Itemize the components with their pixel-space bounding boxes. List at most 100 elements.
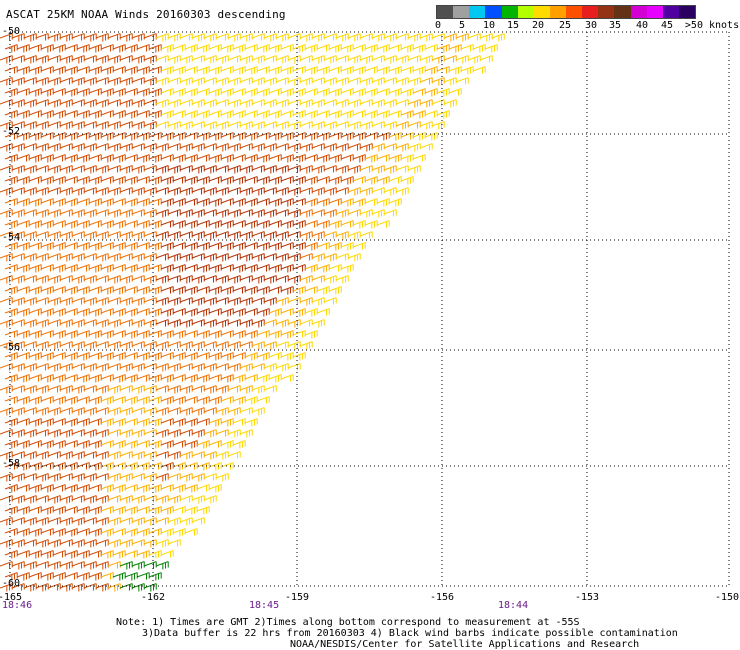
- wind-barb: [419, 143, 433, 151]
- wind-barb: [71, 473, 85, 482]
- wind-barb: [100, 44, 114, 52]
- colorbar-swatch-10: [598, 6, 615, 18]
- wind-barb: [52, 220, 66, 228]
- wind-barb: [131, 495, 145, 504]
- wind-barb: [71, 231, 85, 239]
- wind-barb: [23, 99, 37, 108]
- wind-barb: [4, 66, 18, 74]
- wind-barb: [335, 55, 349, 63]
- colorbar-swatch-8: [566, 6, 583, 18]
- wind-barb: [107, 275, 121, 284]
- wind-barb: [131, 187, 145, 196]
- wind-barb: [251, 121, 265, 130]
- colorbar-label-5: 5: [458, 20, 466, 31]
- wind-barb: [155, 99, 169, 108]
- wind-barb: [28, 440, 42, 448]
- wind-speed-colorbar: [436, 5, 696, 19]
- wind-barb: [28, 44, 42, 52]
- wind-barb: [160, 242, 174, 251]
- wind-barb: [160, 440, 174, 449]
- time-label-1845: 18:45: [249, 600, 280, 611]
- wind-barb: [364, 132, 378, 140]
- wind-barb: [124, 132, 138, 141]
- wind-barb: [95, 517, 109, 526]
- wind-barb: [76, 550, 90, 559]
- wind-barb: [76, 374, 90, 383]
- wind-barb: [71, 121, 85, 130]
- wind-barb: [23, 253, 37, 262]
- wind-barb: [244, 198, 258, 207]
- wind-barb: [40, 374, 54, 383]
- wind-barb: [227, 187, 241, 195]
- wind-barb: [352, 176, 366, 184]
- wind-barb: [76, 572, 90, 581]
- wind-barb: [4, 374, 18, 383]
- wind-barb: [35, 385, 49, 394]
- wind-barb: [95, 187, 109, 196]
- wind-barb: [376, 154, 390, 162]
- wind-barb: [167, 495, 181, 504]
- wind-barb: [407, 33, 421, 42]
- wind-barb: [52, 132, 66, 141]
- wind-barb: [143, 99, 157, 107]
- wind-barb: [191, 209, 205, 218]
- wind-barb: [16, 462, 30, 471]
- wind-barb: [95, 407, 109, 415]
- wind-barb: [196, 198, 210, 207]
- wind-barb: [191, 319, 205, 327]
- wind-barb: [472, 66, 486, 74]
- wind-barb: [148, 396, 162, 404]
- wind-barb: [155, 165, 169, 174]
- wind-barb: [11, 121, 25, 129]
- wind-barb: [472, 44, 486, 53]
- wind-barb: [431, 121, 445, 130]
- wind-barb: [395, 143, 409, 152]
- wind-barb: [107, 451, 121, 460]
- wind-barb: [107, 319, 121, 328]
- wind-barb: [275, 121, 289, 130]
- wind-barb: [100, 418, 114, 427]
- wind-barb: [107, 231, 121, 239]
- colorbar-swatch-7: [549, 6, 566, 18]
- wind-barb: [76, 88, 90, 97]
- wind-barb: [227, 253, 241, 261]
- wind-barb: [275, 143, 289, 151]
- wind-barb: [251, 407, 265, 416]
- wind-barb: [184, 462, 198, 470]
- wind-barb: [340, 44, 354, 53]
- wind-barb: [35, 55, 49, 64]
- wind-barb: [100, 506, 114, 514]
- wind-barb: [4, 110, 18, 119]
- wind-barb: [412, 110, 426, 119]
- wind-barb: [131, 143, 145, 151]
- wind-barb: [160, 220, 174, 228]
- wind-barb: [88, 264, 102, 273]
- wind-barb: [167, 121, 181, 130]
- wind-barb: [71, 99, 85, 107]
- wind-barb: [83, 385, 97, 393]
- colorbar-label-30: 30: [584, 20, 598, 31]
- wind-barb: [112, 154, 126, 163]
- wind-barb: [172, 264, 186, 273]
- wind-barb: [16, 176, 30, 185]
- wind-barb: [335, 33, 349, 42]
- wind-barb: [124, 440, 138, 449]
- wind-barb: [316, 154, 330, 163]
- wind-barb: [59, 231, 73, 240]
- wind-barb: [227, 33, 241, 42]
- wind-barb: [220, 154, 234, 163]
- wind-barb: [280, 44, 294, 52]
- wind-barb: [88, 132, 102, 141]
- wind-barb: [95, 363, 109, 372]
- lat-label-50: -50: [2, 26, 21, 37]
- wind-barb: [287, 187, 301, 196]
- wind-barb: [347, 253, 361, 262]
- wind-barb: [28, 242, 42, 250]
- wind-barb: [335, 231, 349, 240]
- wind-barb: [304, 176, 318, 185]
- wind-barb: [28, 396, 42, 405]
- wind-barb: [23, 495, 37, 504]
- wind-barb: [100, 572, 114, 580]
- wind-barb: [275, 253, 289, 262]
- wind-barb: [203, 33, 217, 42]
